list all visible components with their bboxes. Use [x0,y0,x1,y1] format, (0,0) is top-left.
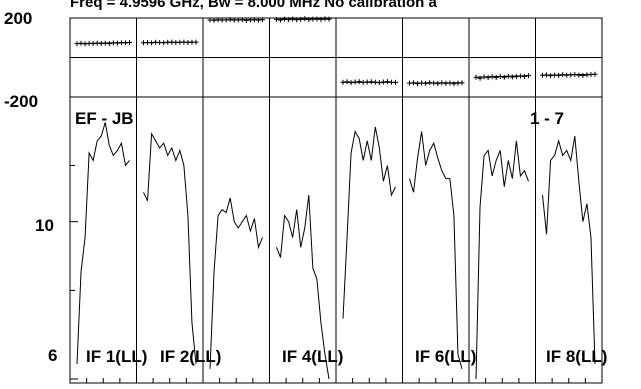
phase-line [475,75,529,78]
if-labels: IF 1(LL) IF 2(LL) IF 4(LL) IF 6(LL) IF 8(LL) [86,347,607,366]
if-label: IF 2(LL) [160,347,221,366]
phase-point [501,74,507,80]
phase-point [451,81,457,87]
amp-tick-6: 6 [48,346,57,365]
page-label: 1 - 7 [530,109,564,128]
phase-line [143,41,197,44]
amp-line [143,132,197,365]
phase-line [76,41,130,45]
amp-line [209,197,263,369]
chart-title: Freq = 4.9596 GHz, Bw = 8.000 MHz No cal… [70,0,437,11]
if-label: IF 1(LL) [86,347,147,366]
phase-point [548,73,554,79]
phase-point [255,17,261,23]
series-group [74,16,598,380]
phase-point [356,79,362,85]
phase-point [477,75,483,81]
amp-line [76,122,130,364]
amp-line [475,140,529,380]
phase-tick-bottom: -200 [4,92,38,111]
phase-point [384,79,390,85]
amp-line [276,195,330,380]
if-label: IF 4(LL) [282,347,343,366]
phase-point [435,81,441,87]
phase-point [278,17,284,23]
phase-point [485,75,491,81]
phase-point [513,74,519,80]
tick-marks [70,17,586,383]
amp-tick-10: 10 [35,216,54,235]
phase-point [580,72,586,78]
grid-lines [70,18,602,383]
phase-point [493,74,499,80]
amp-line [409,131,463,370]
phase-tick-top: 200 [4,9,32,28]
if-label: IF 6(LL) [415,347,476,366]
phase-point [106,41,112,47]
amp-line [342,126,396,319]
baseline-label: EF - JB [75,109,134,128]
phase-line [542,73,596,76]
amp-line [542,136,596,364]
phase-point [521,73,527,79]
if-label: IF 8(LL) [546,347,607,366]
